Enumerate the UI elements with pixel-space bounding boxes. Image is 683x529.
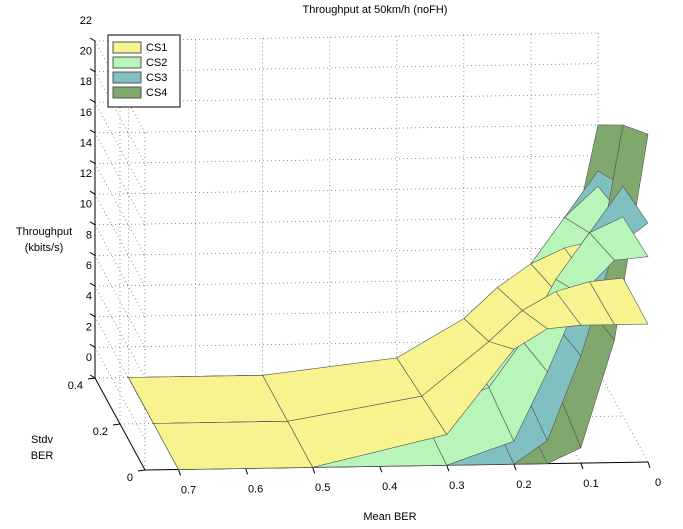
z-tick (89, 374, 96, 379)
x-tick-label: 0.7 (181, 484, 196, 496)
grid-line (94, 247, 599, 256)
x-tick (647, 461, 651, 469)
x-tick (178, 469, 182, 476)
legend-swatch (112, 56, 142, 69)
grid-line (94, 71, 146, 164)
surface-patch (128, 374, 289, 424)
z-tick-label: 10 (80, 199, 92, 211)
y-axis-label: BER (31, 450, 54, 462)
chart-title: Throughput at 50km/h (noFH) (303, 4, 448, 16)
y-tick-label: 0.2 (93, 426, 108, 438)
grid-line (94, 155, 599, 164)
x-tick (312, 467, 316, 474)
z-tick (89, 282, 96, 287)
grid-line (597, 369, 649, 463)
grid-line (94, 347, 146, 440)
z-tick-label: 4 (86, 291, 92, 303)
z-tick (89, 98, 96, 103)
grid-line (94, 193, 146, 287)
z-tick-label: 0 (86, 352, 92, 364)
x-tick (513, 463, 517, 471)
z-axis-label: (kbits/s) (25, 242, 64, 254)
legend-label: CS4 (146, 87, 167, 99)
z-tick (89, 252, 96, 256)
z-tick-label: 12 (80, 168, 92, 180)
legend-label: CS3 (146, 72, 167, 84)
surface-patch (589, 277, 649, 326)
z-tick (89, 68, 96, 73)
grid-line (94, 163, 146, 256)
x-tick-label: 0 (655, 477, 661, 489)
z-tick (89, 160, 96, 164)
grid-line (94, 255, 146, 348)
y-tick (112, 423, 121, 426)
grid-line (94, 224, 146, 318)
z-tick-label: 22 (80, 15, 92, 27)
z-tick-label: 6 (86, 260, 92, 272)
z-tick-label: 2 (86, 321, 92, 333)
legend-label: CS1 (146, 42, 167, 54)
y-tick-label: 0 (127, 472, 133, 484)
legend-label: CS2 (146, 57, 167, 69)
surface-patch (153, 420, 314, 470)
grid-line (94, 216, 599, 226)
grid-line (94, 132, 146, 226)
x-tick-label: 0.3 (449, 480, 464, 492)
z-tick (89, 190, 96, 195)
x-tick-label: 0.5 (315, 482, 330, 494)
grid-line (94, 285, 146, 379)
z-tick (89, 313, 96, 318)
x-tick (446, 465, 450, 472)
x-tick (379, 466, 383, 473)
z-tick-label: 14 (80, 137, 92, 149)
x-axis-label: Mean BER (363, 511, 416, 523)
z-tick (89, 221, 96, 226)
legend-swatch (112, 41, 142, 54)
z-tick-label: 20 (80, 46, 92, 58)
x-tick-label: 0.2 (516, 479, 531, 491)
y-tick-label: 0.4 (68, 380, 83, 392)
y-axis-label: Stdv (31, 434, 54, 446)
z-tick (89, 37, 96, 42)
legend-swatch (112, 71, 142, 84)
grid-line (94, 124, 599, 134)
grid-line (94, 316, 146, 409)
legend-swatch (112, 86, 142, 99)
x-tick (245, 468, 249, 475)
z-tick (89, 129, 96, 134)
grid-line (94, 185, 599, 195)
x-tick-label: 0.6 (248, 483, 263, 495)
grid-line (94, 102, 146, 195)
surface-patch (589, 216, 649, 261)
y-tick (87, 377, 96, 380)
z-tick (89, 343, 96, 348)
z-tick-label: 8 (86, 229, 92, 241)
z-tick-label: 16 (80, 107, 92, 119)
x-tick (580, 462, 584, 470)
x-tick-label: 0.1 (583, 478, 598, 490)
z-axis-label: Throughput (16, 226, 72, 238)
x-tick-label: 0.4 (382, 481, 397, 493)
z-tick-label: 18 (80, 76, 92, 88)
y-tick (137, 469, 146, 472)
